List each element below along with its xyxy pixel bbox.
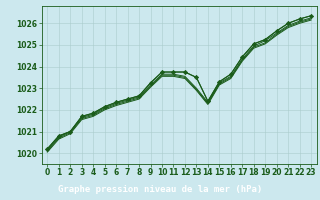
Text: Graphe pression niveau de la mer (hPa): Graphe pression niveau de la mer (hPa)	[58, 185, 262, 194]
